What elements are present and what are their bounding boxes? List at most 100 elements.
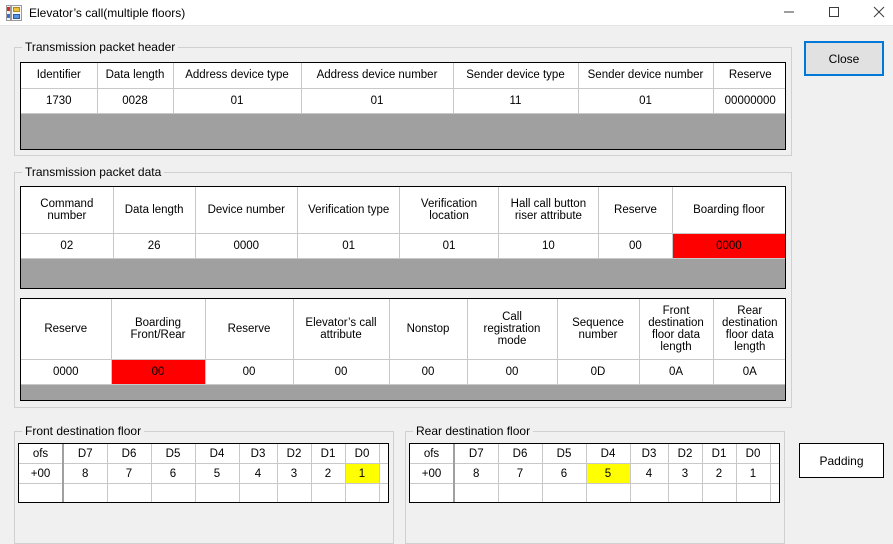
cell-bit-d4[interactable]: 5	[195, 463, 240, 484]
cell-hex[interactable]	[379, 483, 388, 502]
cell-nonstop[interactable]: 00	[389, 359, 468, 385]
cell-bit-d2[interactable]	[277, 483, 312, 502]
column-header[interactable]: Boarding Front/Rear	[111, 299, 206, 360]
cell-bit-d5[interactable]: 6	[151, 463, 196, 484]
cell-bit-d6[interactable]: 7	[498, 463, 543, 484]
close-window-button[interactable]	[856, 0, 893, 24]
column-header-ofs[interactable]: ofs	[410, 444, 455, 464]
cell-rear-destination-floor-data-length[interactable]: 0A	[713, 359, 785, 385]
cell-bit-d6[interactable]	[107, 483, 152, 502]
cell-bit-d3[interactable]: 4	[630, 463, 669, 484]
cell-offset[interactable]	[410, 483, 455, 502]
column-header[interactable]: Sequence number	[557, 299, 640, 360]
cell-device-number[interactable]: 0000	[195, 233, 298, 259]
cell-bit-d2[interactable]: 3	[668, 463, 703, 484]
cell-elevator-call-attribute[interactable]: 00	[293, 359, 390, 385]
minimize-button[interactable]	[766, 0, 811, 24]
column-header[interactable]: Boarding floor	[672, 187, 785, 234]
column-header[interactable]: Verification location	[399, 187, 499, 234]
column-header-d2[interactable]: D2	[277, 444, 312, 464]
cell-reserve[interactable]: 0000	[21, 359, 112, 385]
column-header[interactable]: Reserve	[21, 299, 112, 360]
column-header[interactable]: Reserve	[205, 299, 294, 360]
cell-verification-location[interactable]: 01	[399, 233, 499, 259]
maximize-button[interactable]	[811, 0, 856, 24]
packet-data-grid-1[interactable]: Command number Data length Device number …	[20, 186, 786, 289]
column-header[interactable]: Sender device number	[578, 63, 714, 89]
column-header-d3[interactable]: D3	[630, 444, 669, 464]
cell-bit-d3[interactable]	[630, 483, 669, 502]
column-header[interactable]: Reserve	[598, 187, 673, 234]
column-header-d3[interactable]: D3	[239, 444, 278, 464]
cell-bit-d1[interactable]: 2	[702, 463, 737, 484]
cell-bit-d1[interactable]	[311, 483, 346, 502]
column-header-d4[interactable]: D4	[586, 444, 631, 464]
close-button[interactable]: Close	[804, 41, 884, 76]
cell-hall-call-button-riser-attribute[interactable]: 10	[498, 233, 600, 259]
cell-address-device-type[interactable]: 01	[173, 88, 302, 114]
cell-bit-d5[interactable]	[151, 483, 196, 502]
cell-bit-d4[interactable]	[195, 483, 240, 502]
column-header[interactable]: Front destination floor data length	[639, 299, 714, 360]
column-header-d6[interactable]: D6	[107, 444, 152, 464]
cell-bit-d5[interactable]: 6	[542, 463, 587, 484]
cell-bit-d0[interactable]: 1	[345, 463, 380, 484]
column-header[interactable]: Address device number	[301, 63, 454, 89]
cell-boarding-floor[interactable]: 0000	[672, 233, 785, 259]
cell-address-device-number[interactable]: 01	[301, 88, 454, 114]
cell-identifier[interactable]: 1730	[21, 88, 98, 114]
column-header-d0[interactable]: D0	[345, 444, 380, 464]
column-header-d7[interactable]: D7	[454, 444, 499, 464]
cell-bit-d4[interactable]	[586, 483, 631, 502]
cell-sequence-number[interactable]: 0D	[557, 359, 640, 385]
column-header[interactable]: Call registration mode	[467, 299, 558, 360]
cell-hex[interactable]: 10	[770, 463, 779, 484]
column-header-d5[interactable]: D5	[542, 444, 587, 464]
column-header[interactable]: Nonstop	[389, 299, 468, 360]
rear-destination-hex-grid[interactable]: ofs D7 D6 D5 D4 D3 D2 D1 D0 HEX +00 8 7 …	[409, 443, 780, 503]
cell-bit-d0[interactable]	[736, 483, 771, 502]
column-header-d1[interactable]: D1	[702, 444, 737, 464]
cell-bit-d7[interactable]	[63, 483, 108, 502]
cell-boarding-front-rear[interactable]: 00	[111, 359, 206, 385]
cell-bit-d4[interactable]: 5	[586, 463, 631, 484]
cell-data-length[interactable]: 26	[113, 233, 196, 259]
column-header[interactable]: Identifier	[21, 63, 98, 89]
cell-bit-d6[interactable]	[498, 483, 543, 502]
cell-call-registration-mode[interactable]: 00	[467, 359, 558, 385]
cell-bit-d7[interactable]: 8	[63, 463, 108, 484]
cell-bit-d1[interactable]: 2	[311, 463, 346, 484]
column-header[interactable]: Device number	[195, 187, 298, 234]
cell-hex[interactable]	[770, 483, 779, 502]
column-header[interactable]: Address device type	[173, 63, 302, 89]
cell-bit-d7[interactable]: 8	[454, 463, 499, 484]
column-header-d0[interactable]: D0	[736, 444, 771, 464]
cell-bit-d2[interactable]	[668, 483, 703, 502]
column-header[interactable]: Reserve	[713, 63, 785, 89]
cell-sender-device-number[interactable]: 01	[578, 88, 714, 114]
column-header[interactable]: Hall call button riser attribute	[498, 187, 600, 234]
cell-reserve[interactable]: 00	[598, 233, 673, 259]
column-header-hex[interactable]: HEX	[379, 444, 388, 464]
column-header-hex[interactable]: HEX	[770, 444, 779, 464]
cell-bit-d7[interactable]	[454, 483, 499, 502]
cell-sender-device-type[interactable]: 11	[453, 88, 579, 114]
front-destination-hex-grid[interactable]: ofs D7 D6 D5 D4 D3 D2 D1 D0 HEX +00 8 7 …	[18, 443, 389, 503]
cell-bit-d3[interactable]	[239, 483, 278, 502]
cell-front-destination-floor-data-length[interactable]: 0A	[639, 359, 714, 385]
cell-reserve[interactable]: 00000000	[713, 88, 785, 114]
column-header-d4[interactable]: D4	[195, 444, 240, 464]
column-header[interactable]: Elevator’s call attribute	[293, 299, 390, 360]
column-header-d2[interactable]: D2	[668, 444, 703, 464]
cell-hex[interactable]: 01	[379, 463, 388, 484]
packet-data-grid-2[interactable]: Reserve Boarding Front/Rear Reserve Eleva…	[20, 298, 786, 401]
cell-bit-d1[interactable]	[702, 483, 737, 502]
column-header[interactable]: Verification type	[297, 187, 401, 234]
packet-header-grid[interactable]: Identifier Data length Address device ty…	[20, 62, 786, 150]
cell-bit-d6[interactable]: 7	[107, 463, 152, 484]
cell-bit-d2[interactable]: 3	[277, 463, 312, 484]
column-header-d5[interactable]: D5	[151, 444, 196, 464]
column-header-ofs[interactable]: ofs	[19, 444, 64, 464]
cell-data-length[interactable]: 0028	[97, 88, 174, 114]
cell-offset[interactable]: +00	[19, 463, 64, 484]
